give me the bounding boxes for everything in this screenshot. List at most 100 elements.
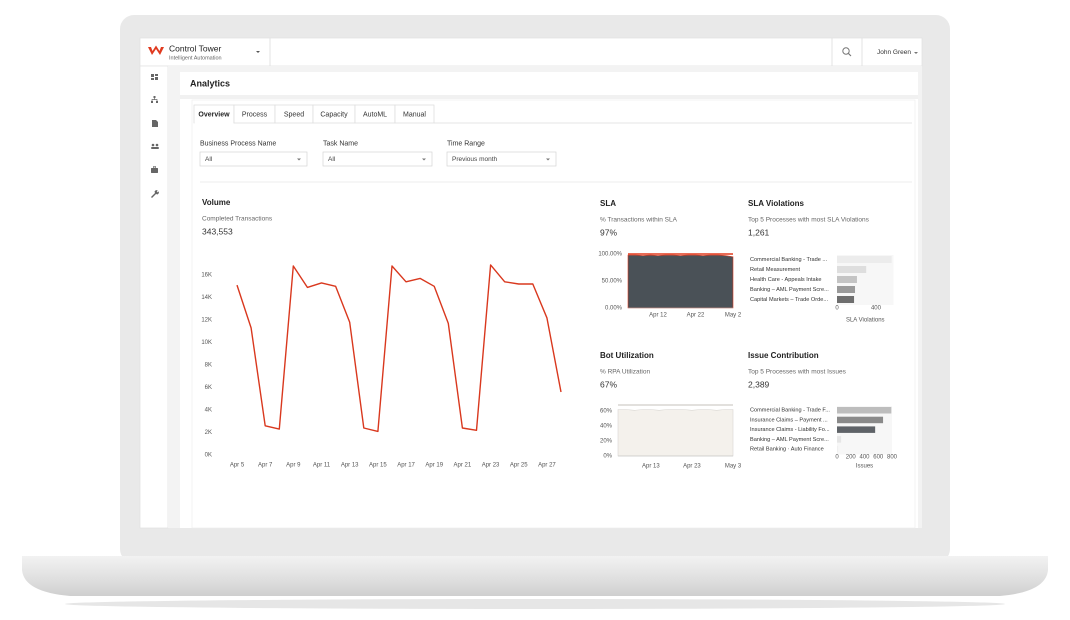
chart-title: Bot Utilization — [600, 351, 654, 360]
filter-select[interactable] — [199, 151, 308, 167]
user-caret[interactable] — [914, 52, 918, 54]
app-menu-caret[interactable] — [256, 51, 260, 53]
x-tick-label: 0 — [835, 455, 839, 461]
filter-caret[interactable] — [422, 158, 426, 161]
x-tick-label: 400 — [871, 306, 882, 312]
tab-label[interactable]: Manual — [403, 111, 426, 118]
area — [617, 409, 734, 457]
x-tick-label: Apr 23 — [683, 464, 701, 470]
filter-value[interactable]: Previous month — [452, 156, 498, 163]
chart-subtitle: Top 5 Processes with most Issues — [748, 369, 847, 376]
document-icon[interactable] — [152, 120, 158, 127]
filter-value[interactable]: All — [205, 156, 213, 163]
y-tick-label: 2K — [205, 430, 212, 436]
bar — [837, 266, 867, 273]
x-tick-label: Apr 7 — [258, 463, 273, 469]
tab[interactable] — [394, 104, 435, 124]
user-name[interactable]: John Green — [877, 49, 911, 56]
sidebar-icons — [151, 74, 159, 198]
filter-label: Task Name — [323, 140, 358, 147]
x-tick-label: May 3 — [725, 464, 742, 470]
bar-label: Banking – AML Payment Scre... — [750, 287, 829, 293]
y-tick-label: 14K — [201, 295, 212, 301]
x-tick-label: 600 — [873, 455, 884, 461]
x-tick-label: 200 — [846, 455, 857, 461]
volume-line — [236, 264, 562, 433]
y-tick-label: 6K — [205, 385, 212, 391]
x-axis-label: Issues — [856, 464, 873, 470]
x-tick-label: Apr 19 — [425, 463, 443, 469]
filter-caret[interactable] — [297, 158, 301, 161]
x-tick-label: Apr 13 — [642, 464, 660, 470]
sidebar — [139, 65, 169, 529]
bar-label: Commercial Banking - Trade ... — [750, 257, 828, 263]
bar-label: Retail Measurement — [750, 267, 801, 273]
chart-title: SLA — [600, 199, 616, 208]
tab-label[interactable]: Process — [242, 111, 268, 118]
tab-label[interactable]: AutoML — [363, 111, 387, 118]
chart-summary: 343,553 — [202, 226, 233, 236]
tab-label[interactable]: Overview — [198, 111, 230, 118]
bar-label: Health Care - Appeals Intake — [750, 277, 822, 283]
filter-select[interactable] — [446, 151, 557, 167]
tab-label[interactable]: Capacity — [320, 111, 348, 118]
filter-label: Time Range — [447, 140, 485, 147]
filter-select[interactable] — [322, 151, 433, 167]
y-tick-label: 12K — [201, 318, 212, 324]
chart-title: Volume — [202, 198, 231, 207]
x-tick-label: Apr 21 — [454, 463, 472, 469]
tools-icon[interactable] — [151, 190, 159, 198]
area — [627, 254, 734, 309]
x-tick-label: Apr 22 — [687, 313, 705, 319]
dashboard-icon[interactable] — [151, 74, 158, 80]
y-tick-label: 4K — [205, 408, 212, 414]
x-tick-label: Apr 12 — [649, 313, 667, 319]
bar-label: Banking – AML Payment Scre... — [750, 437, 829, 443]
bar-label: Retail Banking · Auto Finance — [750, 447, 824, 453]
bar-label: Capital Markets – Trade Orde... — [750, 297, 828, 303]
x-tick-label: Apr 11 — [313, 463, 331, 469]
chart-title: SLA Violations — [748, 199, 805, 208]
chart-summary: 97% — [600, 227, 617, 237]
chart-summary: 1,261 — [748, 227, 770, 237]
bar — [837, 445, 839, 453]
app-subtitle: Intelligent Automation — [169, 55, 222, 61]
filter-label: Business Process Name — [200, 140, 276, 147]
chart-title: Issue Contribution — [748, 351, 819, 360]
filter-value[interactable]: All — [328, 156, 336, 163]
bar — [837, 416, 884, 424]
bar-label: Insurance Claims - Liability Fo... — [750, 427, 830, 433]
bar — [837, 426, 876, 433]
tab-label[interactable]: Speed — [284, 111, 304, 118]
chart-subtitle: % Transactions within SLA — [600, 217, 678, 224]
bar-label: Insurance Claims – Payment ... — [750, 417, 828, 423]
filter-caret[interactable] — [546, 158, 550, 161]
x-tick-label: May 2 — [725, 313, 742, 319]
briefcase-icon[interactable] — [151, 166, 158, 174]
bar — [837, 436, 842, 443]
overview-card — [191, 99, 916, 529]
x-tick-label: 0 — [835, 306, 839, 312]
y-tick-label: 50.00% — [602, 279, 623, 285]
x-tick-label: 400 — [859, 455, 870, 461]
chart-subtitle: Completed Transactions — [202, 216, 273, 223]
people-icon[interactable] — [151, 143, 159, 149]
y-tick-label: 0.00% — [605, 306, 623, 312]
panel-separator — [180, 95, 918, 99]
process-icon[interactable] — [151, 96, 158, 103]
laptop-shadow — [65, 599, 1005, 609]
y-tick-label: 0K — [205, 453, 212, 459]
x-tick-label: Apr 13 — [341, 463, 359, 469]
bar-label: Commercial Banking - Trade F... — [750, 408, 830, 414]
x-tick-label: Apr 5 — [230, 463, 245, 469]
search-button[interactable] — [842, 47, 852, 57]
app-name: Control Tower — [169, 43, 221, 53]
x-tick-label: Apr 15 — [369, 463, 387, 469]
y-tick-label: 16K — [201, 273, 212, 279]
page-title: Analytics — [190, 78, 230, 88]
y-tick-label: 40% — [600, 424, 613, 430]
y-tick-label: 8K — [205, 363, 212, 369]
x-tick-label: Apr 25 — [510, 463, 528, 469]
logo — [148, 45, 164, 55]
